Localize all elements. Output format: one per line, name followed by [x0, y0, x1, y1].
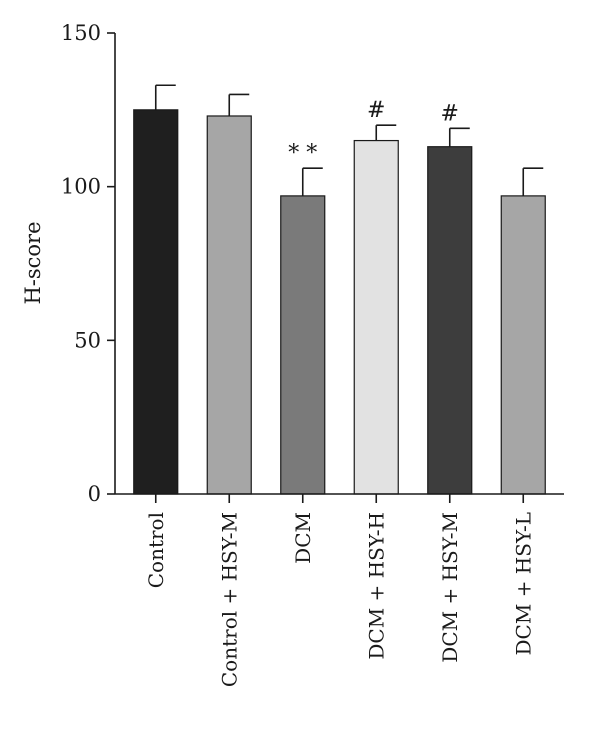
y-tick-label: 0	[88, 482, 101, 506]
x-tick-label: DCM + HSY-H	[364, 512, 388, 660]
bar	[500, 195, 546, 495]
x-axis: Control Control + HSY-M DCM DCM + HSY-H DCM …	[115, 493, 564, 687]
significance-marker: #	[441, 101, 459, 126]
significance-marker: #	[367, 98, 385, 123]
error-bar	[522, 167, 544, 196]
x-tick-label: DCM	[291, 512, 315, 564]
x-tick-label: DCM + HSY-L	[511, 512, 535, 655]
x-tick-label: Control + HSY-M	[217, 512, 241, 687]
bar	[206, 115, 252, 495]
error-bar	[448, 127, 470, 147]
bar	[427, 146, 473, 495]
bar	[280, 195, 326, 495]
bar	[133, 109, 179, 495]
significance-marker: * *	[288, 141, 317, 166]
y-tick-label: 150	[61, 21, 101, 45]
bars: * * # #	[133, 84, 546, 495]
x-tick-label: DCM + HSY-M	[438, 512, 462, 663]
bar	[353, 139, 399, 495]
error-bar	[375, 124, 397, 141]
y-axis: 0 50 100 150	[61, 21, 116, 506]
y-tick-label: 50	[74, 328, 101, 352]
y-tick-label: 100	[61, 175, 101, 199]
y-axis-label: H-score	[21, 221, 45, 304]
error-bar	[228, 93, 250, 116]
x-tick-label: Control	[144, 512, 168, 588]
error-bar	[301, 167, 323, 196]
error-bar	[154, 84, 176, 110]
